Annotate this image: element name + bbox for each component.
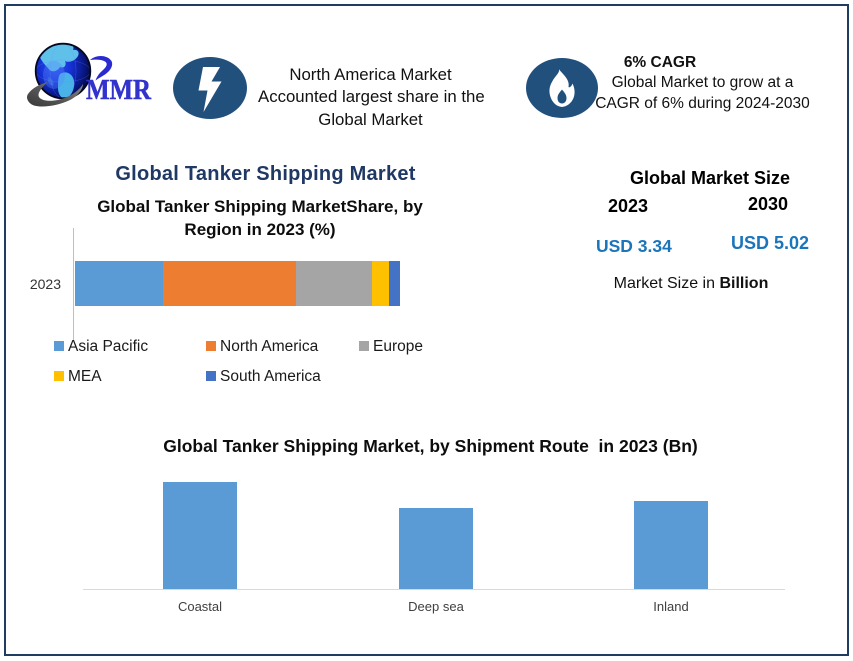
svg-text:MMR: MMR [86,75,152,106]
